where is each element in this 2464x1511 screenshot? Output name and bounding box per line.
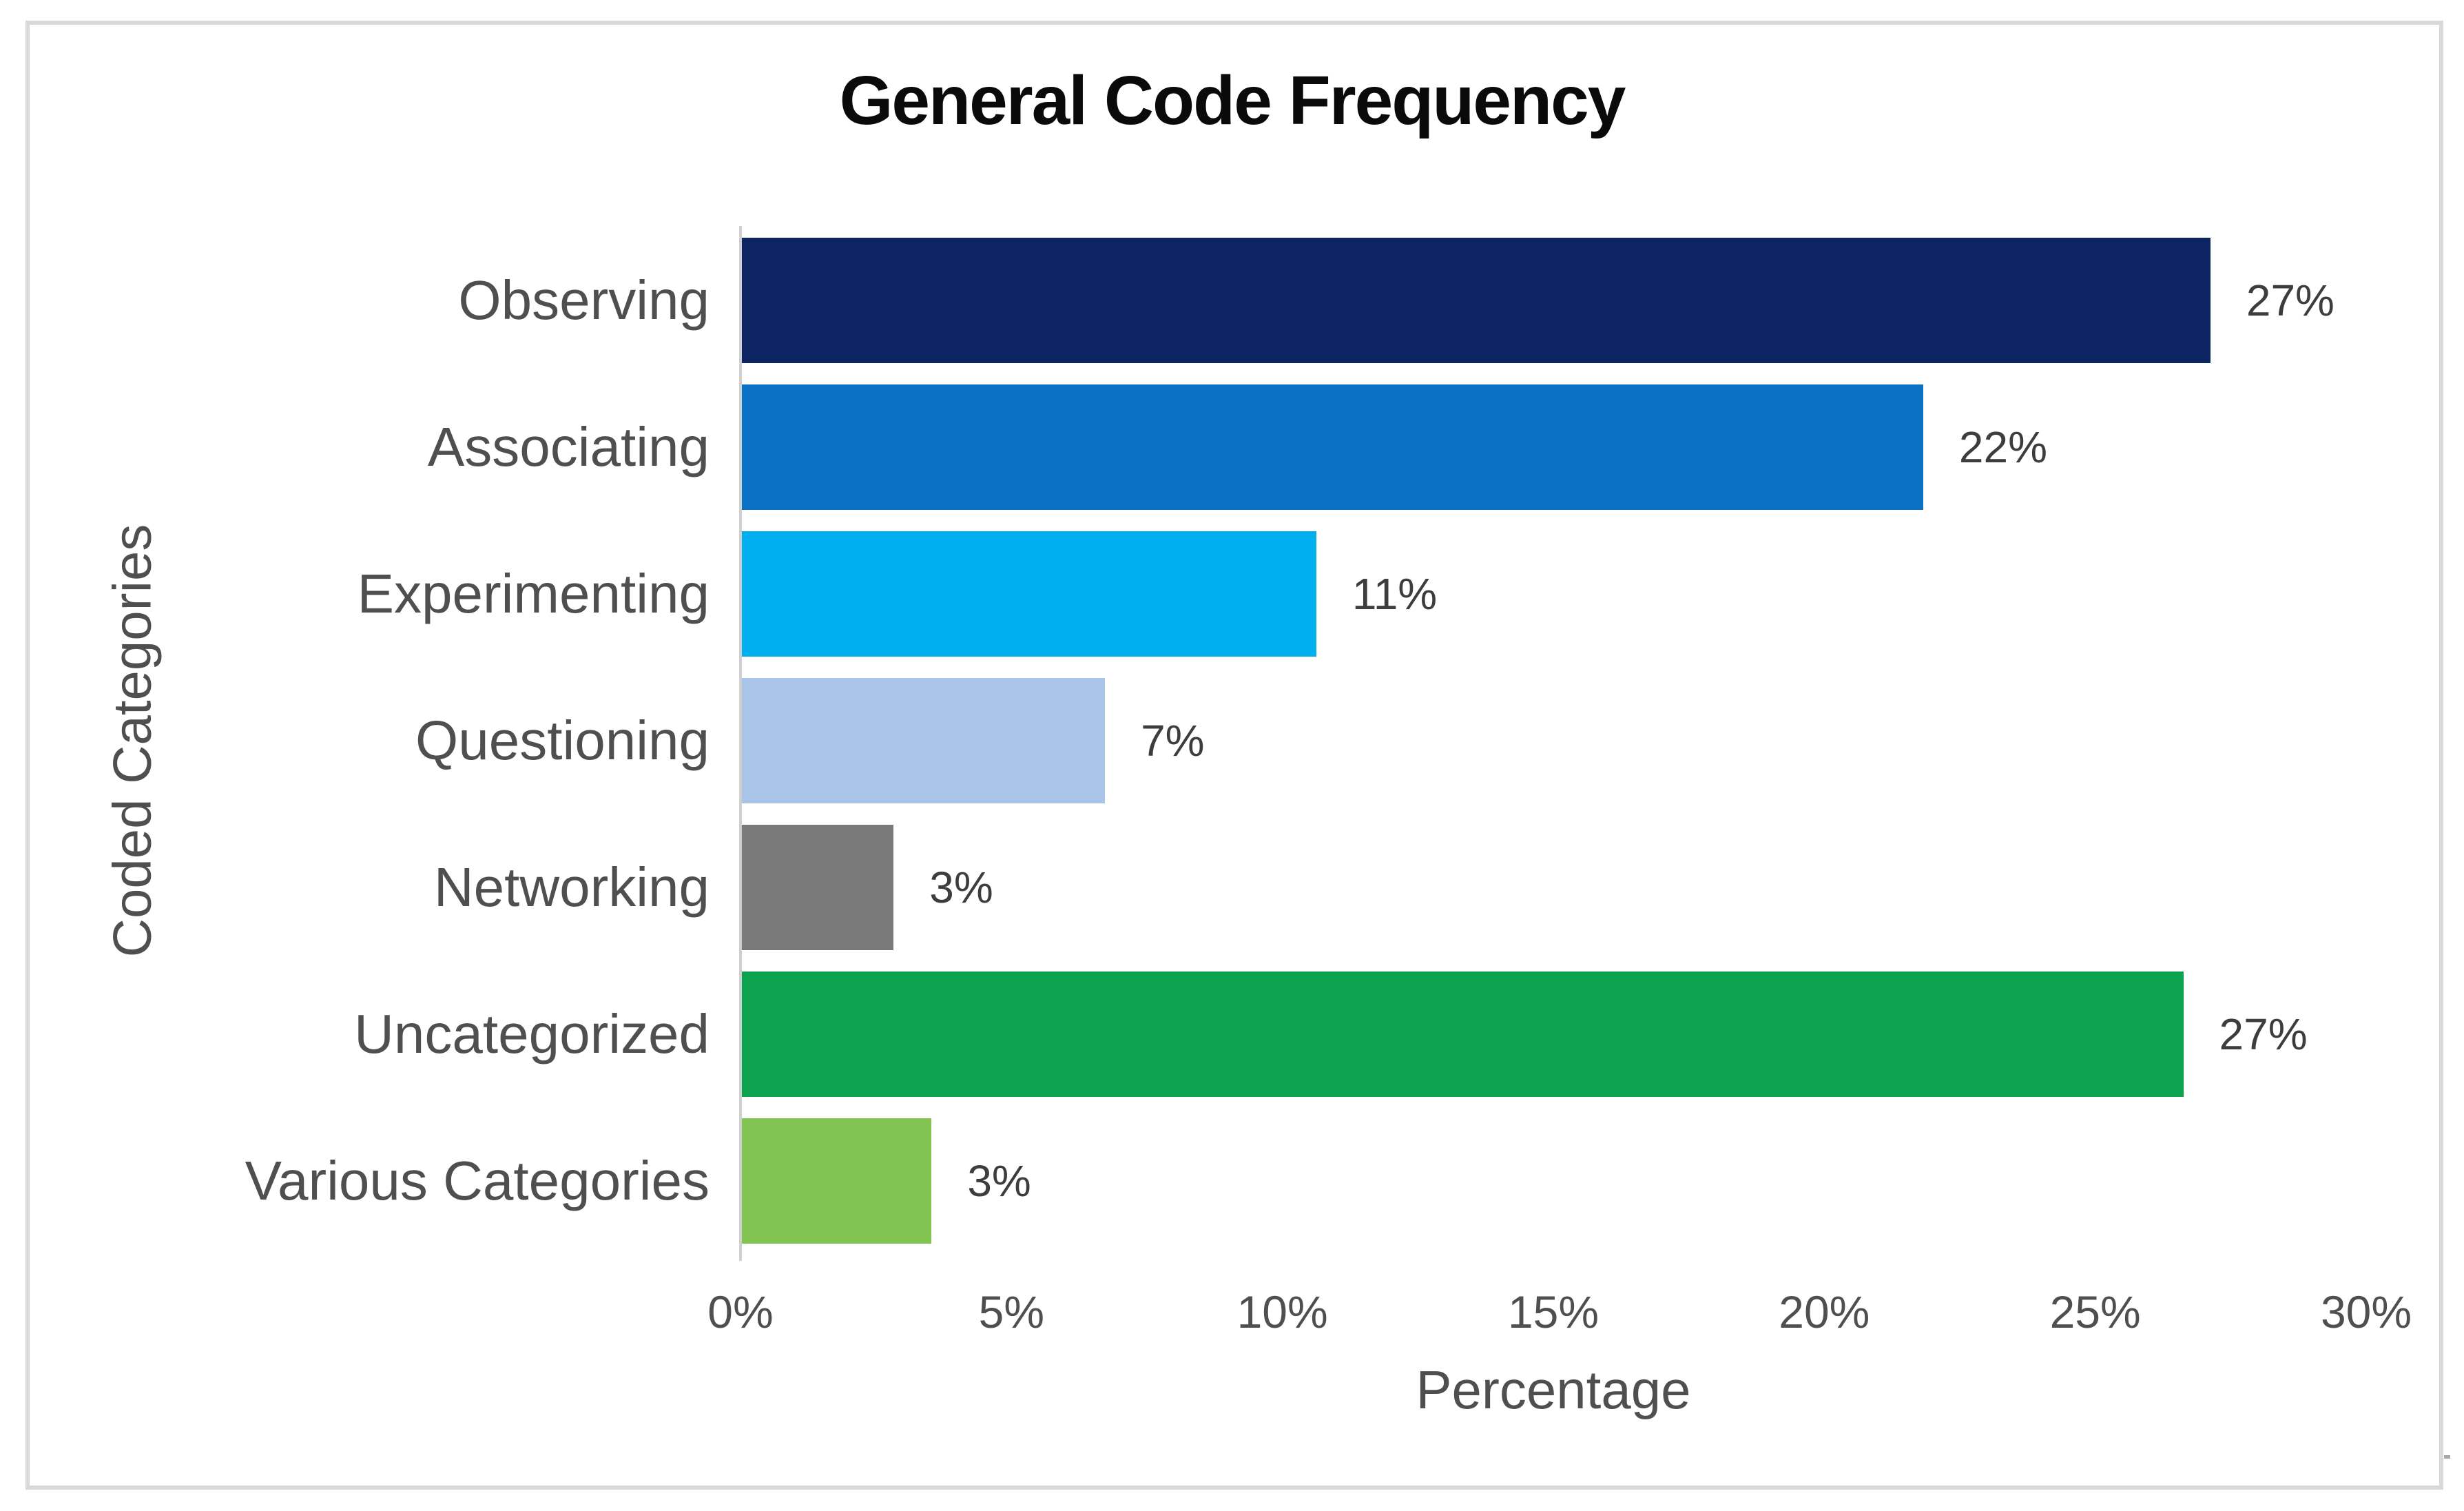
value-label-observing: 27%: [2246, 276, 2334, 326]
x-axis-ticks: 0% 5% 10% 15% 20% 25% 30%: [707, 1286, 2412, 1348]
x-tick-10pct: 10%: [1236, 1286, 1328, 1337]
x-tick-20pct: 20%: [1779, 1286, 1870, 1337]
y-axis-line: [739, 226, 742, 1261]
bar-questioning: [742, 678, 1106, 803]
value-label-associating: 22%: [1958, 422, 2048, 473]
bar-various-categories: [742, 1118, 932, 1244]
value-label-various-categories: 3%: [967, 1155, 1031, 1206]
bar-networking: [742, 824, 894, 950]
value-label-questioning: 7%: [1141, 716, 1205, 765]
category-label-observing: Observing: [458, 269, 710, 331]
category-label-associating: Associating: [427, 416, 710, 478]
bar-experimenting: [742, 531, 1316, 657]
category-label-questioning: Questioning: [415, 709, 710, 771]
value-label-networking: 3%: [929, 862, 993, 912]
x-tick-5pct: 5%: [978, 1286, 1045, 1337]
x-tick-25pct: 25%: [2049, 1286, 2141, 1337]
category-label-networking: Networking: [433, 856, 710, 918]
plot-area: 27% 22% 11% 7% 3% 27% 3%: [742, 227, 2368, 1254]
x-axis-title: Percentage: [1416, 1359, 1691, 1420]
value-label-experimenting: 11%: [1352, 569, 1438, 619]
chart-title: General Code Frequency: [839, 62, 1626, 139]
bar-observing: [742, 238, 2211, 364]
x-tick-30pct: 30%: [2320, 1286, 2412, 1337]
category-axis-labels: Observing Associating Experimenting Questio…: [41, 227, 710, 1254]
x-tick-15pct: 15%: [1507, 1286, 1599, 1337]
bar-uncategorized: [742, 971, 2184, 1097]
x-tick-0pct: 0%: [707, 1286, 774, 1337]
artifact-dot: [2444, 1455, 2450, 1459]
bar-associating: [742, 384, 1923, 511]
category-label-experimenting: Experimenting: [357, 563, 710, 625]
category-label-various-categories: Various Categories: [245, 1149, 710, 1211]
value-label-uncategorized: 27%: [2219, 1009, 2308, 1059]
category-label-uncategorized: Uncategorized: [354, 1003, 710, 1065]
